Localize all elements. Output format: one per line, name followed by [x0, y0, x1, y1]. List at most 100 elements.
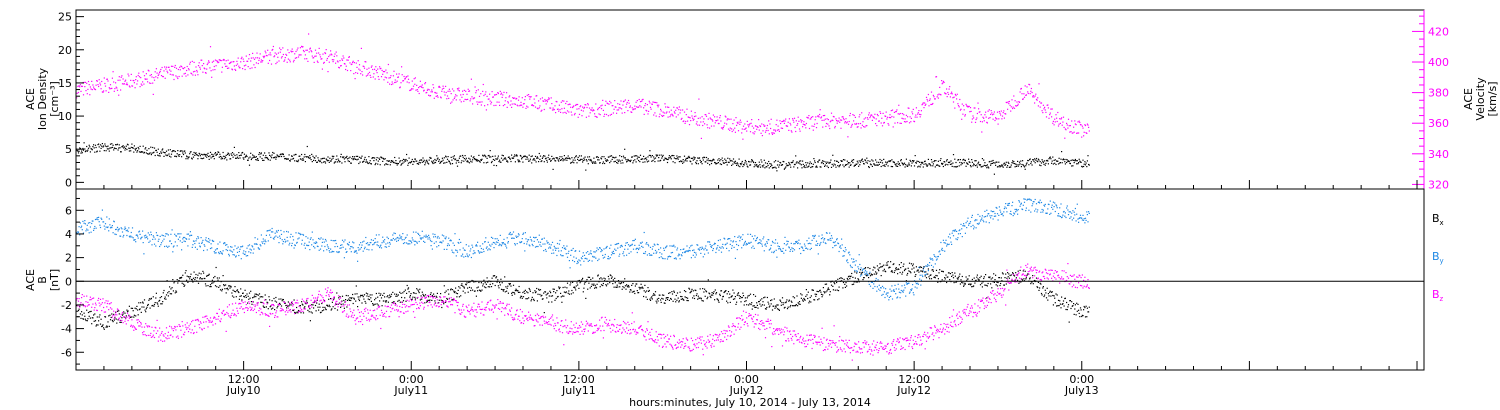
density-point — [927, 158, 929, 160]
density-point — [573, 162, 575, 164]
density-point — [805, 162, 807, 164]
velocity-point — [631, 107, 633, 109]
bx-point — [865, 274, 867, 276]
velocity-point — [1073, 131, 1075, 133]
bx-point — [289, 303, 291, 305]
bx-point — [350, 299, 352, 302]
bx-point — [450, 288, 452, 290]
density-point — [531, 162, 533, 164]
bx-point — [241, 299, 243, 301]
bx-point — [477, 286, 479, 288]
velocity-point — [233, 65, 235, 67]
density-point — [720, 163, 723, 166]
density-point — [907, 165, 909, 167]
density-point — [233, 153, 235, 155]
velocity-point — [868, 112, 870, 114]
density-point — [876, 164, 878, 166]
density-point — [189, 153, 191, 155]
bx-point — [133, 316, 135, 318]
density-point — [423, 159, 425, 161]
density-point — [991, 162, 994, 164]
velocity-point — [805, 122, 807, 125]
density-point — [734, 162, 736, 164]
velocity-point — [443, 91, 445, 93]
bx-point — [832, 289, 834, 291]
density-point — [1042, 161, 1044, 163]
density-point — [517, 159, 519, 161]
density-point — [231, 154, 233, 156]
density-point — [218, 151, 220, 153]
bx-point — [152, 304, 154, 307]
bx-point — [936, 275, 938, 277]
density-point — [585, 159, 587, 161]
density-point — [1023, 165, 1025, 167]
bx-point — [661, 294, 664, 296]
bx-point — [988, 277, 990, 279]
bx-point — [678, 300, 680, 302]
bx-point — [355, 285, 357, 287]
density-point — [178, 155, 180, 157]
velocity-tick-label: 420 — [1428, 25, 1449, 38]
bx-point — [308, 311, 310, 313]
bx-point — [807, 291, 809, 293]
velocity-point — [433, 97, 435, 99]
velocity-point — [103, 90, 105, 92]
velocity-point — [543, 108, 545, 111]
density-point — [193, 151, 195, 154]
velocity-point — [932, 102, 934, 105]
bx-point — [980, 275, 982, 277]
velocity-point — [1011, 99, 1013, 101]
bx-point — [561, 295, 564, 297]
velocity-point — [336, 60, 339, 62]
density-point — [694, 157, 696, 159]
velocity-tick-label: 400 — [1428, 56, 1449, 69]
velocity-point — [908, 107, 910, 109]
velocity-point — [366, 68, 368, 70]
bx-point — [743, 304, 745, 306]
bx-point — [1006, 277, 1008, 279]
velocity-point — [104, 85, 107, 87]
density-point — [494, 155, 496, 157]
density-point — [81, 150, 83, 152]
density-point — [309, 157, 311, 159]
bx-point — [691, 288, 693, 290]
velocity-point — [925, 96, 928, 98]
density-point — [842, 164, 844, 166]
velocity-point — [255, 62, 257, 64]
density-point — [170, 156, 172, 158]
bx-point — [321, 310, 323, 312]
density-point — [485, 156, 487, 158]
density-point — [792, 161, 794, 163]
bx-point — [990, 278, 992, 280]
velocity-point — [807, 117, 809, 119]
density-point — [907, 164, 909, 166]
velocity-point — [939, 86, 941, 88]
velocity-point — [1025, 94, 1027, 96]
bx-point — [1062, 300, 1065, 302]
velocity-point — [101, 80, 103, 83]
density-point — [238, 155, 240, 157]
bx-point — [153, 303, 156, 306]
bx-point — [678, 301, 680, 303]
velocity-point — [648, 110, 650, 112]
bx-point — [228, 285, 230, 287]
density-point — [786, 164, 789, 166]
velocity-point — [1081, 136, 1083, 138]
velocity-point — [262, 60, 264, 62]
bx-point — [851, 272, 853, 275]
velocity-point — [941, 83, 943, 85]
density-point — [540, 160, 542, 163]
bx-point — [325, 309, 327, 311]
velocity-point — [87, 80, 90, 83]
density-point — [244, 156, 246, 158]
bx-point — [243, 296, 245, 298]
velocity-point — [660, 108, 662, 110]
velocity-point — [407, 78, 410, 80]
bx-point — [855, 281, 857, 283]
bx-point — [352, 293, 354, 296]
bx-point — [111, 313, 113, 315]
bx-point — [564, 286, 566, 288]
velocity-point — [94, 89, 97, 91]
density-point — [196, 154, 198, 156]
bx-point — [139, 308, 141, 310]
